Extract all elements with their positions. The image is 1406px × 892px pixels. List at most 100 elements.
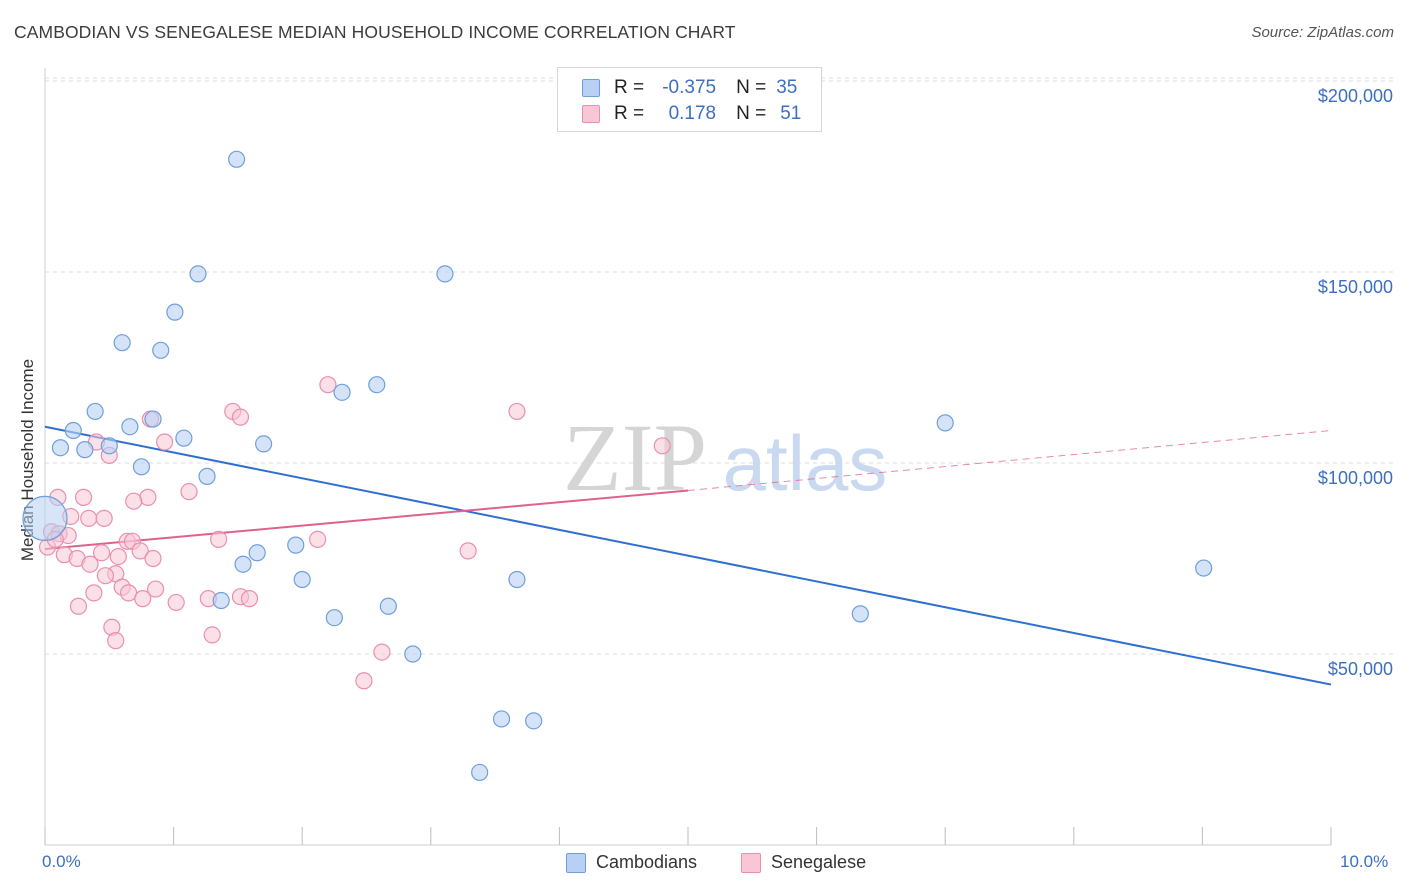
point-senegalese bbox=[203, 626, 221, 644]
cambodians-swatch bbox=[566, 852, 586, 873]
point-cambodians bbox=[404, 645, 422, 663]
point-cambodians bbox=[113, 334, 131, 352]
y-tick-200000: $200,000 bbox=[1317, 86, 1393, 106]
n-value: 51 bbox=[780, 103, 802, 124]
point-cambodians bbox=[436, 265, 454, 283]
correlation-legend: R = -0.375 N = 35 R = 0.178 N = 51 bbox=[557, 67, 822, 132]
point-senegalese bbox=[80, 509, 98, 527]
point-cambodians bbox=[228, 150, 246, 168]
zipatlas-watermark: ZIP atlas bbox=[563, 404, 887, 511]
point-cambodians bbox=[234, 555, 252, 573]
x-tick-max: 10.0% bbox=[1340, 852, 1389, 871]
point-cambodians bbox=[287, 536, 305, 554]
point-cambodians bbox=[121, 418, 139, 436]
point-cambodians bbox=[248, 544, 266, 562]
point-cambodians bbox=[255, 435, 273, 453]
point-cambodians bbox=[1195, 559, 1213, 577]
r-value: -0.375 bbox=[662, 77, 717, 98]
point-senegalese bbox=[92, 544, 111, 562]
point-cambodians bbox=[368, 376, 386, 394]
point-senegalese bbox=[69, 597, 88, 615]
legend-label-senegalese: Senegalese bbox=[771, 852, 867, 872]
point-senegalese bbox=[144, 549, 162, 568]
point-senegalese bbox=[95, 509, 113, 527]
watermark-atlas: atlas bbox=[723, 419, 888, 507]
r-value: 0.178 bbox=[668, 103, 717, 124]
point-senegalese bbox=[319, 376, 337, 394]
point-senegalese bbox=[240, 590, 259, 608]
point-cambodians bbox=[64, 421, 82, 440]
point-senegalese bbox=[508, 402, 526, 421]
point-senegalese bbox=[139, 488, 157, 506]
legend-item-cambodians[interactable]: Cambodians bbox=[566, 852, 697, 873]
n-label: N = bbox=[736, 103, 767, 124]
point-senegalese bbox=[210, 530, 228, 549]
point-cambodians bbox=[508, 570, 526, 589]
point-senegalese bbox=[180, 483, 198, 501]
x-tick-min: 0.0% bbox=[42, 852, 81, 871]
legend-row-senegalese: R = 0.178 N = 51 bbox=[582, 103, 801, 125]
n-value: 35 bbox=[776, 77, 798, 98]
point-cambodians bbox=[132, 458, 151, 476]
point-senegalese bbox=[131, 542, 149, 560]
point-cambodians bbox=[471, 763, 489, 782]
point-senegalese bbox=[125, 492, 143, 510]
point-senegalese bbox=[355, 672, 373, 690]
y-tick-150000: $150,000 bbox=[1317, 277, 1393, 297]
point-senegalese bbox=[653, 437, 671, 455]
point-cambodians bbox=[76, 441, 94, 459]
r-label: R = bbox=[614, 103, 645, 124]
watermark-zip: ZIP bbox=[563, 404, 707, 511]
point-senegalese bbox=[309, 530, 327, 549]
cambodians-swatch bbox=[582, 79, 600, 97]
point-senegalese bbox=[459, 542, 477, 560]
point-cambodians bbox=[86, 402, 104, 421]
legend-item-senegalese[interactable]: Senegalese bbox=[741, 852, 866, 873]
point-cambodians bbox=[379, 597, 397, 615]
point-cambodians bbox=[166, 303, 184, 321]
point-senegalese bbox=[109, 547, 127, 566]
y-tick-100000: $100,000 bbox=[1317, 468, 1393, 488]
point-senegalese bbox=[134, 590, 152, 608]
point-cambodians bbox=[333, 383, 351, 401]
point-cambodians bbox=[100, 437, 118, 455]
point-senegalese bbox=[107, 632, 125, 650]
point-cambodians bbox=[175, 429, 193, 447]
point-cambodians bbox=[51, 439, 70, 457]
point-senegalese bbox=[81, 555, 99, 573]
n-label: N = bbox=[736, 77, 767, 98]
legend-label-cambodians: Cambodians bbox=[596, 852, 698, 872]
point-cambodians bbox=[22, 495, 68, 541]
data-points bbox=[22, 150, 1213, 782]
y-tick-50000: $50,000 bbox=[1327, 659, 1393, 679]
point-cambodians bbox=[525, 712, 543, 730]
point-cambodians bbox=[851, 605, 869, 623]
point-senegalese bbox=[167, 593, 185, 612]
point-cambodians bbox=[293, 570, 311, 589]
chart-title: CAMBODIAN VS SENEGALESE MEDIAN HOUSEHOLD… bbox=[14, 22, 736, 42]
trend-lines bbox=[44, 425, 1332, 686]
point-senegalese bbox=[155, 433, 174, 451]
source-credit: Source: ZipAtlas.com bbox=[1251, 24, 1394, 41]
senegalese-swatch bbox=[741, 852, 761, 873]
point-senegalese bbox=[373, 643, 391, 661]
point-cambodians bbox=[492, 710, 511, 728]
point-cambodians bbox=[189, 265, 207, 283]
point-cambodians bbox=[212, 591, 230, 610]
senegalese-swatch bbox=[582, 105, 600, 123]
point-senegalese bbox=[96, 567, 115, 585]
point-senegalese bbox=[85, 584, 103, 602]
trend-line-cambodians bbox=[44, 425, 1332, 686]
trend-line-senegalese bbox=[44, 489, 689, 550]
point-cambodians bbox=[152, 341, 170, 359]
legend-row-cambodians: R = -0.375 N = 35 bbox=[582, 77, 797, 99]
point-senegalese bbox=[74, 488, 93, 506]
point-senegalese bbox=[231, 408, 250, 426]
axes bbox=[44, 68, 1332, 846]
point-senegalese bbox=[146, 580, 165, 598]
point-cambodians bbox=[144, 410, 162, 428]
r-label: R = bbox=[614, 77, 645, 98]
point-cambodians bbox=[325, 609, 343, 627]
point-cambodians bbox=[198, 467, 216, 485]
